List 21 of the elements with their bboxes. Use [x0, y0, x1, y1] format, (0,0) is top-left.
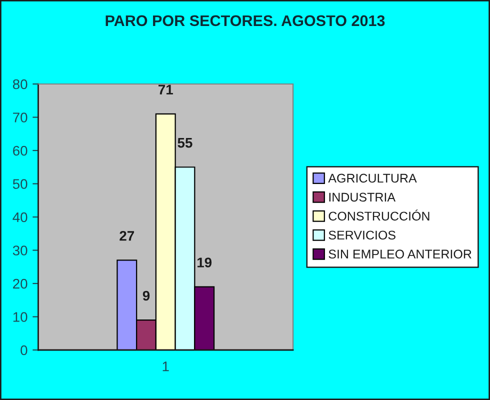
y-tick-label: 50	[12, 179, 28, 189]
data-label: 19	[198, 258, 212, 268]
y-tick-label: 30	[12, 246, 28, 256]
y-tick-label: 80	[12, 79, 28, 90]
y-tick-label: 0	[20, 345, 28, 356]
legend-label: SERVICIOS	[328, 230, 396, 240]
legend-label: AGRICULTURA	[328, 174, 417, 183]
y-tick-label: 70	[13, 112, 28, 122]
y-tick-label: 60	[13, 146, 28, 156]
legend-label: INDUSTRIA	[329, 192, 396, 202]
legend-label: CONSTRUCCIÓN	[328, 210, 430, 221]
text: PARO POR SECTORES. AGOSTO 2013	[106, 15, 385, 26]
y-tick-label: 40	[12, 212, 28, 222]
x-tick-label: 1	[162, 362, 169, 372]
data-label: 71	[158, 84, 173, 94]
y-tick-label: 10	[13, 312, 28, 322]
legend-label: SIN EMPLEO ANTERIOR	[328, 250, 472, 259]
data-label: 55	[178, 138, 192, 148]
y-tick-label: 20	[13, 278, 28, 289]
data-label: 9	[142, 290, 150, 301]
data-label: 27	[120, 230, 134, 241]
